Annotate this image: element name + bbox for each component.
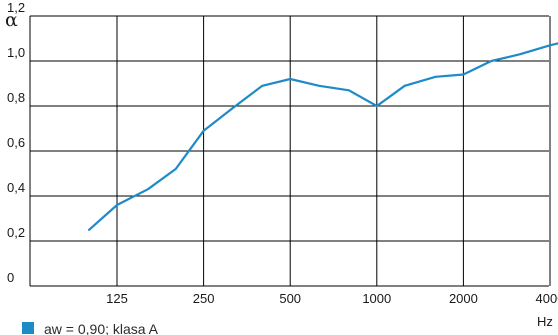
x-tick-label: 250	[193, 291, 215, 306]
series-line	[87, 42, 558, 231]
labels: 0 0,2 0,4 0,6 0,8 1,0 1,2 125 250 500 1000 2000 4000…	[5, 0, 558, 329]
y-tick-label: 1,0	[7, 45, 25, 60]
y-axis-label: α	[5, 9, 18, 31]
legend-swatch	[22, 322, 34, 334]
legend: aw = 0,90; klasa A	[22, 321, 159, 335]
y-tick-label: 0,6	[7, 135, 25, 150]
x-axis-label: Hz	[537, 314, 553, 329]
series	[87, 42, 558, 231]
x-tick-label: 2000	[449, 291, 478, 306]
y-tick-label: 0,2	[7, 225, 25, 240]
grid	[30, 15, 551, 286]
legend-label: aw = 0,90; klasa A	[44, 321, 159, 335]
y-tick-label: 0	[7, 270, 14, 285]
x-tick-label: 125	[106, 291, 128, 306]
x-tick-label: 4000	[536, 291, 558, 306]
x-tick-label: 1000	[362, 291, 391, 306]
axes	[29, 16, 549, 287]
y-tick-label: 0,4	[7, 180, 25, 195]
y-tick-label: 1,2	[7, 0, 25, 15]
y-tick-label: 0,8	[7, 90, 25, 105]
x-tick-label: 500	[279, 291, 301, 306]
